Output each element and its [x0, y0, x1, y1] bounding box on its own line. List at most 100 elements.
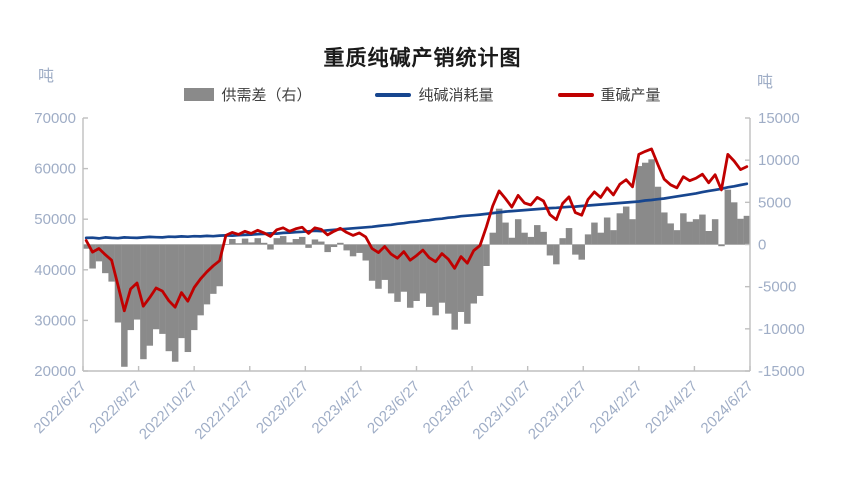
supply-demand-bar: [635, 166, 643, 245]
supply-demand-bar: [375, 244, 382, 289]
supply-demand-bar: [578, 244, 585, 260]
supply-demand-bar: [159, 244, 166, 334]
supply-demand-bar: [622, 206, 630, 245]
x-axis-label: 2024/2/27: [586, 378, 645, 437]
supply-demand-bar: [489, 232, 497, 245]
supply-demand-bar: [267, 244, 274, 250]
supply-demand-bar: [654, 186, 662, 245]
y-axis-right-label: 10000: [758, 152, 800, 169]
x-axis-label: 2023/12/27: [525, 378, 590, 443]
y-axis-right-label: -10000: [758, 321, 805, 338]
x-axis-label: 2022/8/27: [86, 378, 145, 437]
supply-demand-bar: [464, 244, 471, 324]
legend-label-production: 重碱产量: [600, 87, 661, 104]
supply-demand-bar: [527, 236, 535, 245]
supply-demand-bar: [743, 215, 751, 245]
supply-demand-bar: [229, 239, 236, 245]
supply-demand-bar: [432, 244, 439, 316]
x-axis-label: 2023/6/27: [364, 378, 423, 437]
supply-demand-bar: [559, 238, 566, 245]
supply-demand-bar: [476, 244, 484, 296]
supply-demand-bar: [241, 238, 249, 245]
legend-item-supply-demand-diff: 供需差（右）: [184, 84, 311, 105]
line-swatch-icon: [375, 92, 412, 97]
supply-demand-bar: [349, 244, 357, 257]
supply-demand-bar: [438, 244, 446, 303]
bar-swatch-icon: [184, 88, 215, 101]
supply-demand-bar: [521, 232, 528, 245]
x-axis-label: 2022/6/27: [31, 378, 90, 437]
supply-demand-bar: [260, 242, 268, 245]
production-line: [84, 147, 749, 313]
supply-demand-bar: [400, 244, 408, 292]
y-axis-left-label: 40000: [34, 262, 76, 279]
supply-demand-bar: [445, 244, 452, 314]
supply-demand-bar: [680, 213, 687, 245]
supply-demand-bar: [254, 238, 262, 245]
supply-demand-bar: [248, 242, 255, 245]
x-axis-label: 2022/12/27: [191, 378, 256, 443]
supply-demand-bar: [171, 244, 179, 362]
x-axis-label: 2023/8/27: [420, 378, 479, 437]
supply-demand-bar: [724, 189, 732, 245]
supply-demand-bar: [508, 237, 516, 245]
supply-demand-bar: [83, 244, 90, 249]
supply-demand-bar: [210, 244, 217, 294]
supply-demand-bar: [584, 234, 592, 245]
legend-label-supply-demand-diff: 供需差（右）: [221, 87, 312, 104]
y-axis-left-label: 20000: [34, 363, 76, 380]
supply-demand-bar: [426, 244, 433, 307]
supply-demand-bar: [705, 231, 713, 245]
supply-demand-bar: [95, 244, 103, 262]
supply-demand-bar: [324, 244, 331, 253]
supply-demand-bar: [495, 208, 503, 245]
supply-demand-bar: [546, 244, 554, 256]
supply-demand-bar: [337, 242, 344, 245]
supply-demand-bar: [603, 217, 611, 245]
y-axis-left-label: 30000: [34, 312, 76, 329]
supply-demand-bar: [356, 244, 363, 253]
supply-demand-bar: [502, 222, 509, 245]
supply-demand-bar: [89, 244, 96, 269]
y-axis-right-label: 15000: [758, 110, 800, 127]
supply-demand-bar: [616, 213, 624, 245]
supply-demand-bar: [572, 244, 579, 255]
supply-demand-bar: [381, 244, 389, 280]
supply-demand-bar: [737, 218, 744, 245]
supply-demand-bar: [597, 232, 605, 245]
supply-demand-bar: [165, 244, 173, 352]
supply-demand-bar: [648, 159, 655, 245]
supply-demand-bar: [406, 244, 414, 308]
supply-demand-bar: [216, 244, 223, 287]
y-axis-left-label: 60000: [34, 161, 76, 178]
y-axis-left-label: 50000: [34, 211, 76, 228]
supply-demand-bar: [419, 244, 427, 294]
supply-demand-bar: [540, 231, 547, 245]
supply-demand-bar: [292, 239, 300, 245]
supply-demand-bar: [699, 214, 706, 245]
legend-item-consumption: 纯碱消耗量: [375, 84, 494, 105]
supply-demand-bar: [673, 230, 681, 245]
right-axis-unit-label: 吨: [757, 74, 774, 91]
supply-demand-bar: [102, 244, 109, 274]
consumption-line: [84, 182, 749, 240]
supply-demand-bar: [661, 212, 668, 245]
y-axis-right-label: 0: [758, 237, 766, 254]
supply-demand-bar: [273, 238, 281, 245]
x-axis-label: 2023/10/27: [469, 378, 534, 443]
supply-demand-bar: [629, 219, 636, 245]
x-axis-label: 2024/4/27: [642, 378, 701, 437]
chart-legend: 供需差（右） 纯碱消耗量 重碱产量: [0, 84, 845, 105]
supply-demand-bar: [394, 244, 401, 302]
supply-demand-bar: [718, 244, 725, 247]
supply-demand-bar: [642, 162, 649, 245]
supply-demand-bar: [203, 244, 211, 305]
supply-demand-bar: [591, 222, 598, 245]
supply-demand-bar: [362, 244, 369, 261]
supply-demand-bar: [483, 244, 490, 266]
supply-demand-bar: [610, 230, 617, 245]
supply-demand-bar: [279, 236, 287, 245]
y-axis-right-label: 5000: [758, 194, 791, 211]
supply-demand-bar: [235, 243, 242, 245]
